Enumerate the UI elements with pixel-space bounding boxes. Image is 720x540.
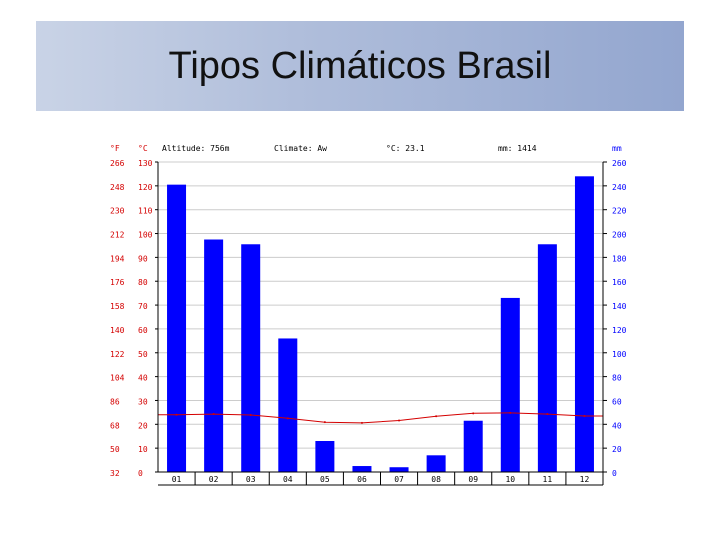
y-tick-label-c: 110	[138, 207, 153, 216]
precipitation-bar	[574, 176, 594, 473]
y-tick-label-mm: 80	[612, 374, 622, 383]
y-tick-label-c: 100	[138, 231, 153, 240]
y-tick-label-f: 32	[110, 469, 120, 478]
y-tick-label-c: 0	[138, 469, 143, 478]
y-tick-label-c: 10	[138, 445, 148, 454]
temperature-point	[212, 413, 215, 416]
temperature-point	[323, 421, 326, 424]
y-tick-label-mm: 0	[612, 469, 617, 478]
y-tick-label-f: 86	[110, 397, 120, 406]
y-tick-label-mm: 20	[612, 445, 622, 454]
temperature-line	[158, 412, 603, 424]
precipitation-bar	[389, 467, 409, 472]
y-tick-label-f: 158	[110, 302, 125, 311]
x-tick-label: 01	[172, 475, 182, 484]
temperature-point	[175, 413, 178, 416]
climate-label: Climate: Aw	[274, 144, 327, 153]
altitude-label: Altitude: 756m	[162, 144, 230, 153]
x-tick-label: 05	[320, 475, 330, 484]
precipitation-bar	[167, 184, 187, 472]
y-tick-label-mm: 140	[612, 302, 627, 311]
y-tick-label-c: 130	[138, 159, 153, 168]
precipitation-bar	[352, 466, 372, 472]
temperature-point	[509, 411, 512, 414]
y-tick-label-mm: 260	[612, 159, 627, 168]
y-tick-label-f: 176	[110, 278, 125, 287]
x-tick-label: 04	[283, 475, 293, 484]
y-tick-label-c: 60	[138, 326, 148, 335]
y-tick-label-mm: 240	[612, 183, 627, 192]
y-tick-label-f: 212	[110, 231, 125, 240]
y-tick-label-c: 30	[138, 397, 148, 406]
temperature-line-group	[158, 411, 603, 424]
y-tick-label-f: 248	[110, 183, 125, 192]
precipitation-bar	[278, 338, 298, 472]
y-tick-label-f: 104	[110, 374, 125, 383]
y-tick-label-f: 194	[110, 254, 125, 263]
y-tick-label-mm: 220	[612, 207, 627, 216]
temperature-point	[546, 413, 549, 416]
y-tick-label-f: 266	[110, 159, 125, 168]
temperature-point	[472, 412, 475, 415]
y-tick-label-c: 70	[138, 302, 148, 311]
temperature-point	[398, 419, 401, 422]
y-tick-label-f: 230	[110, 207, 125, 216]
y-tick-label-mm: 180	[612, 254, 627, 263]
precipitation-bars	[167, 176, 594, 473]
precipitation-total-label: mm: 1414	[498, 144, 537, 153]
precipitation-bar	[463, 420, 483, 472]
temperature-point	[583, 414, 586, 417]
unit-mm-label: mm	[612, 144, 622, 153]
y-tick-label-mm: 200	[612, 231, 627, 240]
y-tick-label-mm: 160	[612, 278, 627, 287]
chart-axes	[155, 161, 607, 486]
unit-f-label: °F	[110, 144, 120, 153]
y-tick-label-f: 68	[110, 421, 120, 430]
x-tick-label: 03	[246, 475, 256, 484]
slide-title: Tipos Climáticos Brasil	[168, 44, 552, 87]
precipitation-bar	[241, 244, 261, 472]
temperature-point	[435, 415, 438, 418]
y-tick-label-mm: 60	[612, 397, 622, 406]
y-tick-label-c: 40	[138, 374, 148, 383]
x-tick-label: 12	[580, 475, 590, 484]
precipitation-bar	[315, 441, 335, 472]
precipitation-bar	[500, 297, 520, 472]
y-tick-label-f: 122	[110, 350, 125, 359]
y-tick-label-f: 140	[110, 326, 125, 335]
y-tick-label-mm: 100	[612, 350, 627, 359]
x-tick-label: 08	[431, 475, 441, 484]
x-tick-label: 10	[505, 475, 515, 484]
y-tick-label-c: 80	[138, 278, 148, 287]
unit-c-label: °C	[138, 144, 148, 153]
y-tick-label-c: 50	[138, 350, 148, 359]
precipitation-bar	[537, 244, 557, 472]
y-tick-label-mm: 40	[612, 421, 622, 430]
y-tick-label-mm: 120	[612, 326, 627, 335]
y-tick-label-c: 90	[138, 254, 148, 263]
temperature-point	[286, 417, 289, 420]
x-tick-label: 06	[357, 475, 367, 484]
chart-grid	[158, 161, 603, 473]
temperature-point	[249, 414, 252, 417]
temperature-average-label: °C: 23.1	[386, 144, 425, 153]
x-tick-label: 07	[394, 475, 404, 484]
temperature-point	[360, 421, 363, 424]
precipitation-bar	[204, 239, 224, 472]
x-tick-label: 02	[209, 475, 219, 484]
climate-chart: 266 130 260 248 120 240 230 110 220 212 100 200 194 9…	[100, 134, 640, 494]
y-tick-label-f: 50	[110, 445, 120, 454]
y-tick-label-c: 20	[138, 421, 148, 430]
x-tick-label: 11	[543, 475, 553, 484]
y-tick-label-c: 120	[138, 183, 153, 192]
x-tick-label: 09	[468, 475, 478, 484]
slide-title-bar: Tipos Climáticos Brasil	[36, 21, 684, 111]
precipitation-bar	[426, 455, 446, 472]
